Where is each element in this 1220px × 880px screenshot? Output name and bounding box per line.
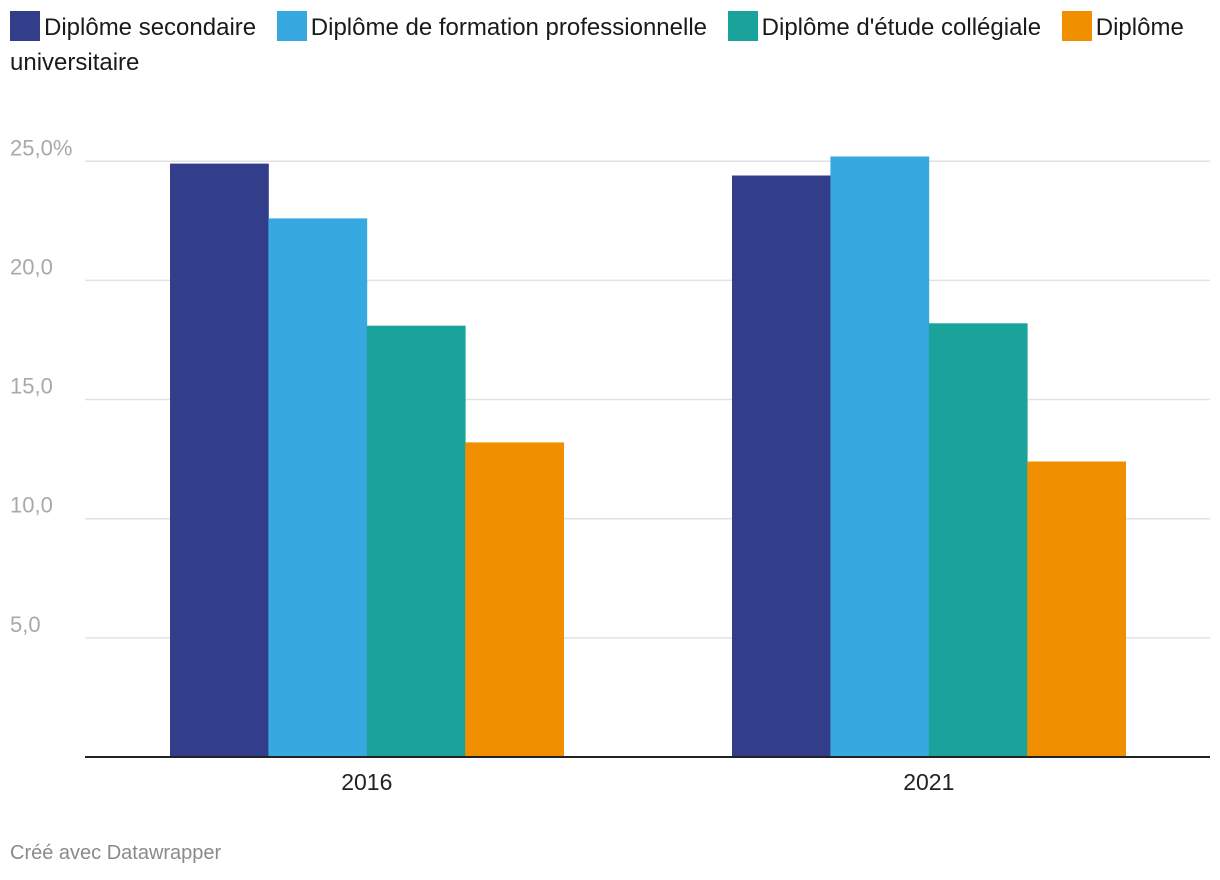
credit-footer: Créé avec Datawrapper — [10, 842, 222, 864]
legend-label-universitaire: Diplôme universitaire — [10, 14, 1184, 76]
bar-2016-series-3 — [366, 325, 466, 757]
legend-item-universitaire: Diplôme universitaire — [10, 11, 1184, 76]
legend-item-collegiale: Diplôme d'étude collégiale — [727, 11, 1042, 41]
bar-2021-series-2 — [830, 156, 930, 757]
y-tick-label: 25,0% — [10, 135, 72, 160]
bar-2021-series-4 — [1027, 461, 1126, 757]
legend-swatch-universitaire — [1061, 11, 1092, 41]
bars — [170, 156, 1126, 758]
bar-2021-series-3 — [928, 323, 1028, 757]
y-tick-label: 10,0 — [10, 493, 53, 518]
y-tick-label: 15,0 — [10, 374, 53, 399]
legend-label-professionnelle: Diplôme de formation professionnelle — [310, 14, 707, 41]
bar-2016-series-1 — [170, 163, 269, 758]
legend-swatch-secondaire — [10, 11, 40, 41]
legend-label-collegiale: Diplôme d'étude collégiale — [761, 14, 1042, 41]
bar-2016-series-2 — [268, 218, 368, 757]
bar-2021-series-1 — [732, 175, 831, 757]
y-tick-label: 20,0 — [10, 254, 53, 279]
x-tick-label: 2021 — [903, 769, 954, 795]
legend-swatch-professionnelle — [276, 11, 307, 41]
legend-item-professionnelle: Diplôme de formation professionnelle — [276, 11, 707, 41]
legend-item-secondaire: Diplôme secondaire — [10, 11, 257, 41]
legend: Diplôme secondaire Diplôme de formation … — [10, 10, 1210, 80]
x-axis-labels: 2016 2021 — [341, 769, 954, 795]
legend-label-secondaire: Diplôme secondaire — [44, 14, 257, 41]
bar-2016-series-4 — [465, 442, 564, 757]
x-tick-label: 2016 — [341, 769, 392, 795]
y-tick-label: 5,0 — [10, 612, 41, 637]
legend-swatch-collegiale — [727, 11, 758, 41]
